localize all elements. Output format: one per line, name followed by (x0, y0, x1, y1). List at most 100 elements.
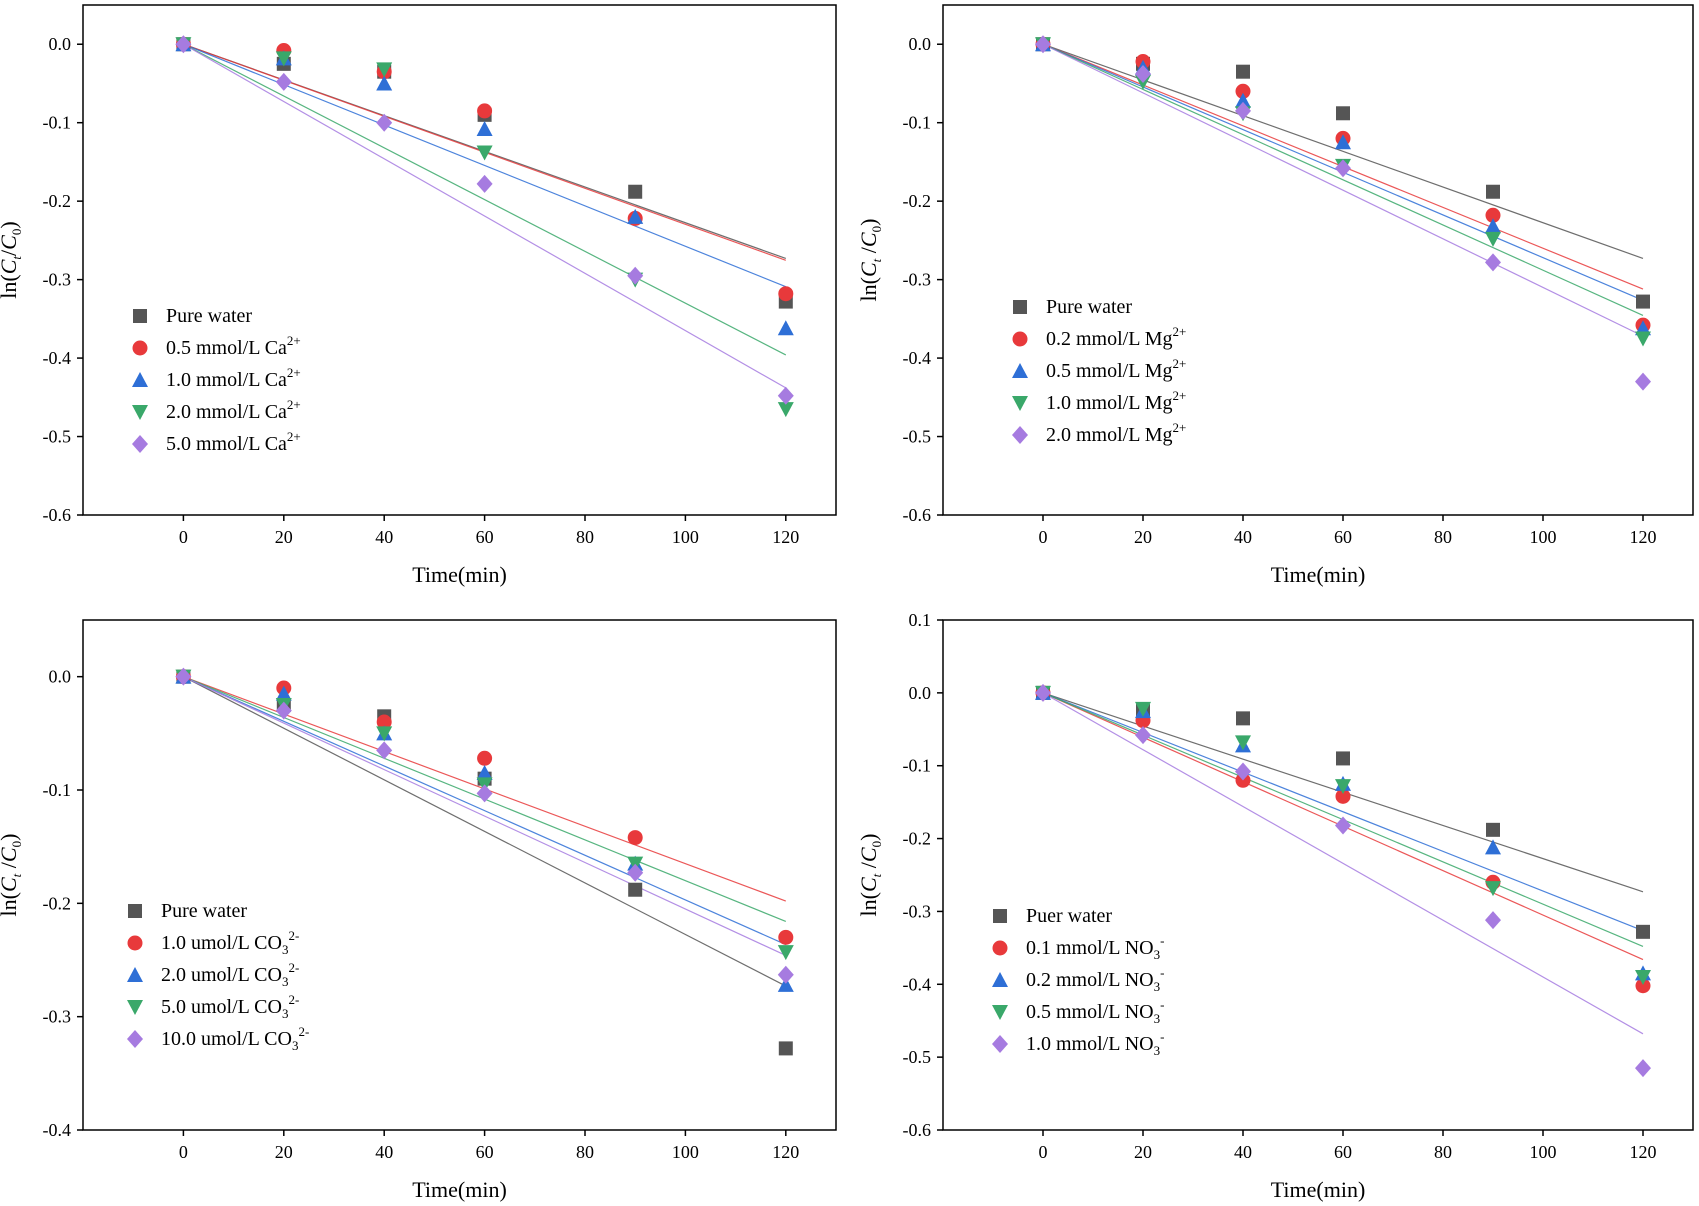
legend-entry: 2.0 umol/L CO32- (161, 960, 299, 989)
data-point (476, 765, 493, 780)
legend-entry: 5.0 mmol/L Ca2+ (166, 429, 301, 455)
y-tick-label: -0.6 (903, 505, 932, 525)
x-tick-label: 80 (1434, 1142, 1452, 1162)
legend-marker (992, 1005, 1008, 1020)
data-point (1236, 711, 1250, 726)
data-point (1236, 64, 1250, 79)
data-point (275, 685, 292, 701)
panel-bottom-left: 0 20 40 60 80 100 120 0.0 -0.1 -0.2 -0.3 -0.4 Time(m… (0, 619, 837, 1202)
y-tick-label: -0.2 (903, 191, 932, 211)
x-tick-label: 100 (672, 527, 699, 547)
data-point (1635, 1059, 1651, 1078)
data-point (1485, 207, 1501, 223)
legend-marker (993, 909, 1007, 923)
y-tick-label: -0.3 (43, 270, 72, 290)
data-point (1485, 253, 1501, 272)
legend-entry: Pure water (161, 900, 247, 922)
legend-entry: 0.5 mmol/L NO3- (1026, 997, 1164, 1026)
data-point (477, 750, 493, 766)
data-point (477, 103, 493, 119)
y-tick-label: -0.4 (903, 348, 932, 368)
x-tick-label: 20 (275, 527, 293, 547)
data-point (275, 72, 292, 91)
legend-entry: 0.2 mmol/L NO3- (1026, 965, 1164, 994)
data-point (1486, 822, 1500, 837)
legend-marker (128, 904, 142, 918)
legend-entry: Puer water (1026, 905, 1112, 927)
data-point (1035, 35, 1051, 54)
data-point (627, 208, 644, 224)
data-point (376, 726, 393, 742)
x-axis-title: Time(min) (1271, 1177, 1366, 1202)
x-tick-label: 60 (476, 527, 494, 547)
data-point (476, 784, 493, 803)
x-tick-label: 20 (1134, 527, 1152, 547)
data-point (1486, 184, 1500, 199)
legend-marker (132, 435, 148, 453)
data-point (1235, 83, 1251, 99)
legend-marker (132, 372, 148, 387)
legend-entry: 0.5 mmol/L Mg2+ (1046, 356, 1186, 382)
y-tick-label: -0.1 (43, 113, 72, 133)
data-point (628, 882, 643, 897)
data-point (476, 120, 493, 136)
data-point (1485, 839, 1501, 855)
x-tick-label: 0 (1039, 527, 1048, 547)
legend-entry: 1.0 mmol/L Ca2+ (166, 365, 301, 391)
legend-marker (127, 1000, 143, 1015)
data-point (777, 945, 794, 961)
legend-marker (1012, 426, 1028, 444)
legend-marker (132, 340, 148, 356)
data-point (1235, 735, 1251, 751)
data-point (1335, 779, 1351, 795)
y-tick-label: -0.4 (43, 1120, 72, 1140)
y-tick-label: 0.0 (909, 683, 932, 703)
y-tick-label: -0.1 (903, 113, 932, 133)
plot-frame (942, 619, 1694, 1131)
data-point (777, 976, 794, 992)
y-tick-label: -0.5 (903, 1047, 932, 1067)
legend-marker (1012, 396, 1028, 411)
panel-top-left: 0 20 40 60 80 100 120 0.0 -0.1 -0.2 -0.3 -0.4 -0.5 -0… (0, 4, 837, 587)
data-point (777, 386, 794, 405)
data-point (1635, 978, 1651, 994)
legend-entry: 5.0 umol/L CO32- (161, 992, 299, 1021)
fit-line (183, 43, 787, 389)
legend-marker (1013, 300, 1027, 314)
legend-entry: Pure water (166, 305, 252, 327)
data-point (1335, 159, 1351, 178)
x-tick-label: 40 (1234, 527, 1252, 547)
panel-top-right: 0 20 40 60 80 100 120 0.0 -0.1 -0.2 -0.3 -0.4 -0.5 -0… (856, 4, 1694, 587)
y-tick-label: -0.3 (903, 270, 932, 290)
data-point (376, 714, 392, 730)
data-point (1485, 231, 1501, 247)
x-tick-label: 80 (576, 1142, 594, 1162)
data-point (1335, 816, 1351, 835)
legend-entry: 10.0 umol/L CO32- (161, 1024, 309, 1053)
y-tick-label: 0.0 (909, 34, 932, 54)
data-point (778, 1041, 793, 1056)
data-point (1235, 762, 1251, 781)
legend-marker (127, 1030, 143, 1048)
y-tick-label: -0.3 (903, 901, 932, 921)
legend-entry: 1.0 mmol/L Mg2+ (1046, 388, 1186, 414)
x-tick-label: 120 (772, 1142, 799, 1162)
data-point (1636, 924, 1650, 939)
data-point (1135, 701, 1151, 717)
x-tick-label: 0 (179, 1142, 188, 1162)
x-tick-label: 60 (1334, 1142, 1352, 1162)
data-point (275, 701, 292, 720)
legend-marker (1012, 363, 1028, 378)
legend-marker (1012, 331, 1028, 347)
data-point (275, 51, 292, 67)
y-tick-label: -0.2 (903, 829, 932, 849)
y-tick-label: -0.3 (43, 1007, 72, 1027)
y-tick-label: -0.4 (43, 348, 72, 368)
y-tick-label: -0.1 (43, 780, 72, 800)
x-axis-title: Time(min) (1271, 562, 1366, 587)
data-point (175, 667, 192, 686)
data-point (1035, 683, 1051, 702)
data-point (1636, 294, 1650, 309)
x-tick-label: 40 (375, 1142, 393, 1162)
